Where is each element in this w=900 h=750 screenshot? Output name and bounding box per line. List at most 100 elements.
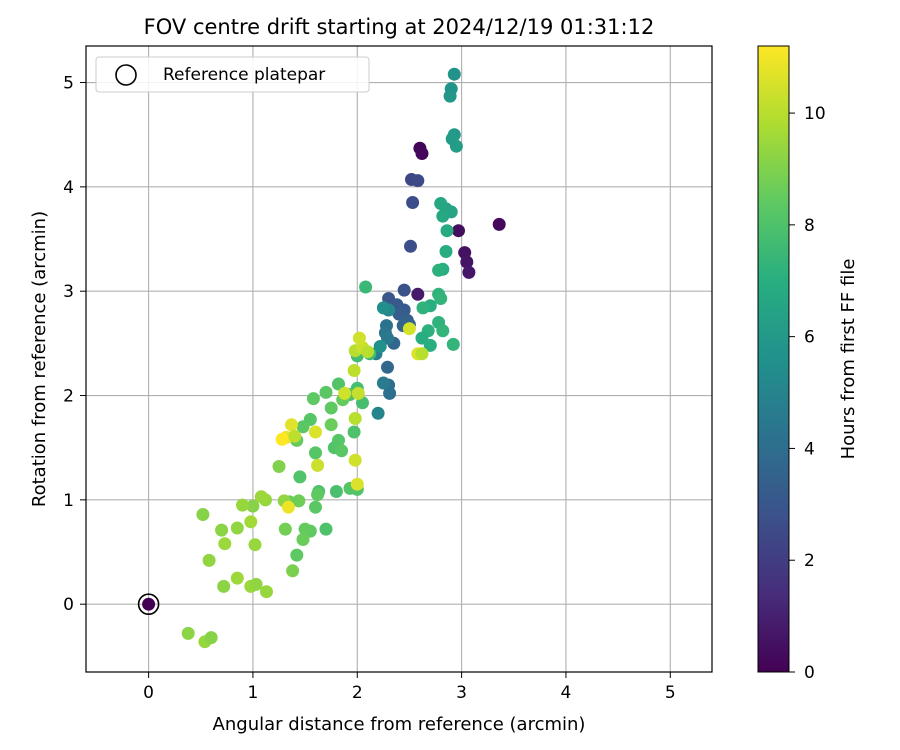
colorbar-ticks: 0 2 4 6 8 10	[789, 104, 826, 683]
legend-marker-icon	[115, 64, 137, 86]
data-point	[142, 597, 156, 611]
data-point	[436, 324, 450, 338]
data-point	[434, 197, 448, 210]
x-tick-label: 5	[665, 683, 676, 703]
data-point	[359, 280, 373, 294]
data-point	[296, 420, 310, 434]
data-point	[462, 265, 476, 279]
data-point	[423, 338, 437, 352]
data-point	[196, 508, 210, 521]
data-point	[248, 538, 262, 552]
data-point	[402, 322, 416, 336]
colorbar-tick-label: 8	[804, 216, 815, 236]
y-tick-label: 4	[63, 178, 74, 198]
data-point	[298, 522, 312, 536]
data-point	[249, 577, 263, 591]
colorbar: 0 2 4 6 8 10 Hours from first FF file	[757, 45, 859, 683]
data-point	[275, 432, 289, 446]
data-point	[309, 425, 322, 439]
y-tick-label: 5	[63, 74, 74, 94]
data-point	[447, 67, 461, 81]
data-point	[230, 521, 244, 535]
data-point	[286, 564, 300, 578]
data-point	[204, 631, 218, 645]
data-point	[352, 331, 366, 345]
data-point	[350, 477, 364, 491]
reference-platepar-marker	[137, 593, 160, 615]
colorbar-tick-label: 0	[804, 663, 815, 683]
data-point	[347, 425, 361, 439]
colorbar-tick-label: 6	[804, 328, 815, 348]
x-axis-label: Angular distance from reference (arcmin)	[213, 714, 586, 735]
data-point	[309, 500, 322, 514]
data-point	[432, 263, 446, 277]
legend-box	[95, 56, 370, 93]
data-point	[376, 301, 390, 315]
data-point	[293, 470, 307, 484]
data-point	[371, 406, 385, 420]
data-point	[230, 571, 244, 585]
data-point	[319, 522, 333, 536]
data-point	[436, 209, 450, 223]
data-point	[348, 453, 362, 467]
data-point	[254, 490, 268, 504]
plot-frame	[85, 45, 713, 673]
y-tick-label: 1	[63, 491, 74, 511]
data-point	[404, 239, 417, 253]
data-point	[202, 553, 216, 567]
data-point	[443, 89, 457, 103]
data-point	[381, 360, 394, 374]
data-point	[415, 347, 429, 361]
data-point	[272, 460, 286, 473]
data-point	[361, 345, 375, 359]
x-tick-label: 0	[143, 683, 154, 703]
data-point	[415, 147, 429, 160]
data-point	[215, 523, 229, 537]
x-tick-label: 2	[352, 683, 363, 703]
data-point	[411, 174, 425, 188]
data-point	[439, 245, 453, 258]
data-point	[397, 283, 411, 297]
colorbar-tick-label: 2	[804, 551, 815, 571]
data-point	[416, 301, 430, 315]
x-axis-ticks: 0 1 2 3 4 5	[143, 672, 676, 703]
data-point	[348, 412, 362, 425]
data-point	[281, 500, 295, 514]
data-point	[244, 515, 258, 529]
data-point	[319, 385, 333, 399]
data-point	[440, 224, 454, 238]
data-point	[306, 392, 320, 406]
colorbar-label: Hours from first FF file	[838, 259, 859, 460]
data-point	[351, 386, 365, 400]
data-point	[449, 139, 463, 153]
x-tick-label: 1	[248, 683, 259, 703]
data-point	[376, 376, 390, 390]
y-tick-label: 0	[63, 595, 74, 615]
data-point	[452, 224, 465, 238]
data-point	[236, 498, 249, 512]
colorbar-tick-label: 10	[804, 104, 826, 124]
data-point	[288, 429, 302, 443]
data-point	[290, 548, 304, 562]
y-tick-label: 2	[63, 387, 74, 407]
data-point	[373, 340, 387, 353]
y-tick-label: 3	[63, 282, 74, 302]
data-point	[406, 196, 420, 209]
data-point	[338, 386, 352, 400]
data-point	[285, 418, 298, 432]
colorbar-tick-label: 4	[804, 439, 815, 459]
chart-title: FOV centre drift starting at 2024/12/19 …	[144, 15, 655, 39]
data-point	[218, 537, 232, 551]
x-tick-label: 3	[456, 683, 467, 703]
x-tick-label: 4	[561, 683, 572, 703]
data-point	[383, 386, 397, 400]
data-point	[311, 458, 325, 472]
data-point	[434, 292, 448, 305]
data-point	[335, 444, 349, 458]
data-point	[411, 287, 425, 301]
data-point	[181, 626, 195, 640]
data-point	[311, 488, 325, 502]
data-point	[309, 446, 322, 460]
data-point	[296, 533, 310, 546]
